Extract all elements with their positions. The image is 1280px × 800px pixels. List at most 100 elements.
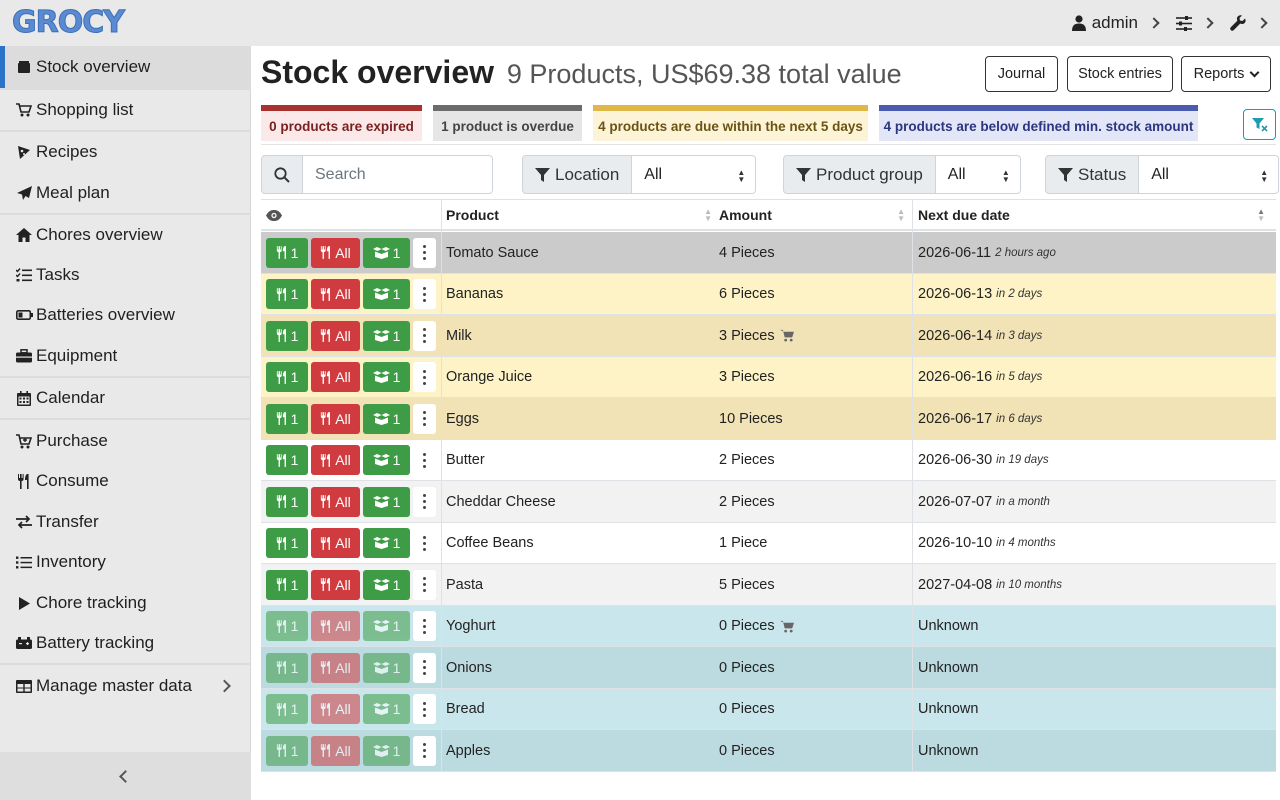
- column-header-amount[interactable]: Amount ▲ ▼: [719, 200, 905, 230]
- sidebar-item-meal-plan[interactable]: Meal plan: [0, 173, 251, 213]
- product-name[interactable]: Coffee Beans: [446, 535, 534, 551]
- product-name[interactable]: Apples: [446, 742, 491, 759]
- user-menu[interactable]: admin: [1071, 13, 1160, 33]
- reports-dropdown-button[interactable]: Reports: [1181, 56, 1271, 92]
- open-one-button[interactable]: 1: [363, 362, 410, 392]
- clear-filter-button[interactable]: [1243, 109, 1276, 140]
- product-name[interactable]: Cheddar Cheese: [446, 493, 556, 510]
- product-name[interactable]: Tomato Sauce: [446, 244, 539, 261]
- column-header-product[interactable]: Product ▲ ▼: [446, 200, 712, 230]
- due-soon-filter-badge[interactable]: 4 products are due within the next 5 day…: [593, 105, 868, 141]
- sidebar-item-chores-overview[interactable]: Chores overview: [0, 215, 251, 255]
- expired-filter-badge[interactable]: 0 products are expired: [261, 105, 422, 141]
- open-one-button[interactable]: 1: [363, 403, 410, 434]
- row-menu-button[interactable]: [413, 528, 436, 558]
- row-menu-button[interactable]: [413, 237, 436, 268]
- consume-all-button[interactable]: All: [311, 445, 360, 475]
- product-name[interactable]: Butter: [446, 452, 485, 468]
- open-one-button[interactable]: 1: [363, 652, 410, 683]
- sidebar-item-stock-overview[interactable]: Stock overview: [0, 46, 251, 88]
- open-one-button[interactable]: 1: [363, 528, 410, 558]
- row-menu-button[interactable]: [413, 694, 436, 724]
- product-name[interactable]: Bread: [446, 701, 485, 717]
- open-one-button[interactable]: 1: [363, 279, 410, 309]
- open-one-button[interactable]: 1: [363, 320, 410, 351]
- consume-one-button[interactable]: 1: [266, 486, 308, 517]
- row-menu-button[interactable]: [413, 362, 436, 392]
- sidebar-item-consume[interactable]: Consume: [0, 461, 251, 501]
- product-name[interactable]: Bananas: [446, 286, 504, 302]
- consume-all-button[interactable]: All: [311, 486, 360, 517]
- sidebar-collapse-button[interactable]: [0, 752, 251, 800]
- location-select[interactable]: All ▲ ▼: [632, 155, 757, 194]
- row-menu-button[interactable]: [413, 403, 436, 434]
- consume-all-button[interactable]: All: [311, 694, 360, 724]
- open-one-button[interactable]: 1: [363, 611, 410, 641]
- consume-all-button[interactable]: All: [311, 528, 360, 558]
- consume-all-button[interactable]: All: [311, 403, 360, 434]
- sidebar-item-tasks[interactable]: Tasks: [0, 255, 251, 295]
- sidebar-item-purchase[interactable]: Purchase: [0, 421, 251, 461]
- consume-one-button[interactable]: 1: [266, 528, 308, 558]
- row-menu-button[interactable]: [413, 735, 436, 766]
- product-group-select[interactable]: All ▲ ▼: [935, 155, 1021, 194]
- sidebar-item-shopping-list[interactable]: Shopping list: [0, 90, 251, 130]
- consume-one-button[interactable]: 1: [266, 569, 308, 600]
- stock-entries-button[interactable]: Stock entries: [1067, 56, 1173, 92]
- consume-all-button[interactable]: All: [311, 320, 360, 351]
- tools-menu[interactable]: [1230, 15, 1268, 31]
- open-one-button[interactable]: 1: [363, 486, 410, 517]
- column-header-next-due-date[interactable]: Next due date ▲ ▼: [918, 200, 1265, 230]
- product-name[interactable]: Yoghurt: [446, 618, 496, 634]
- consume-one-button[interactable]: 1: [266, 362, 308, 392]
- sidebar-item-inventory[interactable]: Inventory: [0, 542, 251, 582]
- consume-one-button[interactable]: 1: [266, 694, 308, 724]
- row-menu-button[interactable]: [413, 320, 436, 351]
- row-menu-button[interactable]: [413, 569, 436, 600]
- sidebar-item-recipes[interactable]: Recipes: [0, 132, 251, 172]
- consume-one-button[interactable]: 1: [266, 320, 308, 351]
- product-name[interactable]: Orange Juice: [446, 369, 533, 385]
- consume-all-button[interactable]: All: [311, 569, 360, 600]
- row-menu-button[interactable]: [413, 486, 436, 517]
- row-menu-button[interactable]: [413, 445, 436, 475]
- sidebar-item-manage-master-data[interactable]: Manage master data: [0, 666, 251, 706]
- consume-one-button[interactable]: 1: [266, 279, 308, 309]
- consume-one-button[interactable]: 1: [266, 611, 308, 641]
- consume-all-button[interactable]: All: [311, 652, 360, 683]
- open-one-button[interactable]: 1: [363, 735, 410, 766]
- overdue-filter-badge[interactable]: 1 product is overdue: [433, 105, 582, 141]
- product-name[interactable]: Pasta: [446, 576, 484, 593]
- below-min-stock-filter-badge[interactable]: 4 products are below defined min. stock …: [879, 105, 1198, 141]
- settings-menu[interactable]: [1176, 15, 1214, 31]
- sidebar-item-transfer[interactable]: Transfer: [0, 502, 251, 542]
- status-select[interactable]: All ▲ ▼: [1139, 155, 1280, 194]
- search-input[interactable]: [303, 155, 493, 194]
- consume-one-button[interactable]: 1: [266, 445, 308, 475]
- column-visibility-toggle[interactable]: [266, 200, 282, 230]
- grocy-logo[interactable]: GROCY: [12, 5, 126, 40]
- consume-all-button[interactable]: All: [311, 362, 360, 392]
- sidebar-item-battery-tracking[interactable]: Battery tracking: [0, 623, 251, 663]
- journal-button[interactable]: Journal: [985, 56, 1058, 92]
- product-name[interactable]: Milk: [446, 327, 472, 344]
- sidebar-item-chore-tracking[interactable]: Chore tracking: [0, 583, 251, 623]
- consume-all-button[interactable]: All: [311, 735, 360, 766]
- sidebar-item-equipment[interactable]: Equipment: [0, 336, 251, 376]
- open-one-button[interactable]: 1: [363, 694, 410, 724]
- row-menu-button[interactable]: [413, 611, 436, 641]
- consume-one-button[interactable]: 1: [266, 403, 308, 434]
- consume-one-button[interactable]: 1: [266, 237, 308, 268]
- product-name[interactable]: Eggs: [446, 410, 480, 427]
- consume-all-button[interactable]: All: [311, 611, 360, 641]
- consume-all-button[interactable]: All: [311, 279, 360, 309]
- row-menu-button[interactable]: [413, 652, 436, 683]
- product-name[interactable]: Onions: [446, 659, 492, 676]
- sidebar-item-calendar[interactable]: Calendar: [0, 378, 251, 418]
- consume-one-button[interactable]: 1: [266, 652, 308, 683]
- sidebar-item-batteries-overview[interactable]: Batteries overview: [0, 295, 251, 335]
- consume-all-button[interactable]: All: [311, 237, 360, 268]
- open-one-button[interactable]: 1: [363, 237, 410, 268]
- open-one-button[interactable]: 1: [363, 569, 410, 600]
- consume-one-button[interactable]: 1: [266, 735, 308, 766]
